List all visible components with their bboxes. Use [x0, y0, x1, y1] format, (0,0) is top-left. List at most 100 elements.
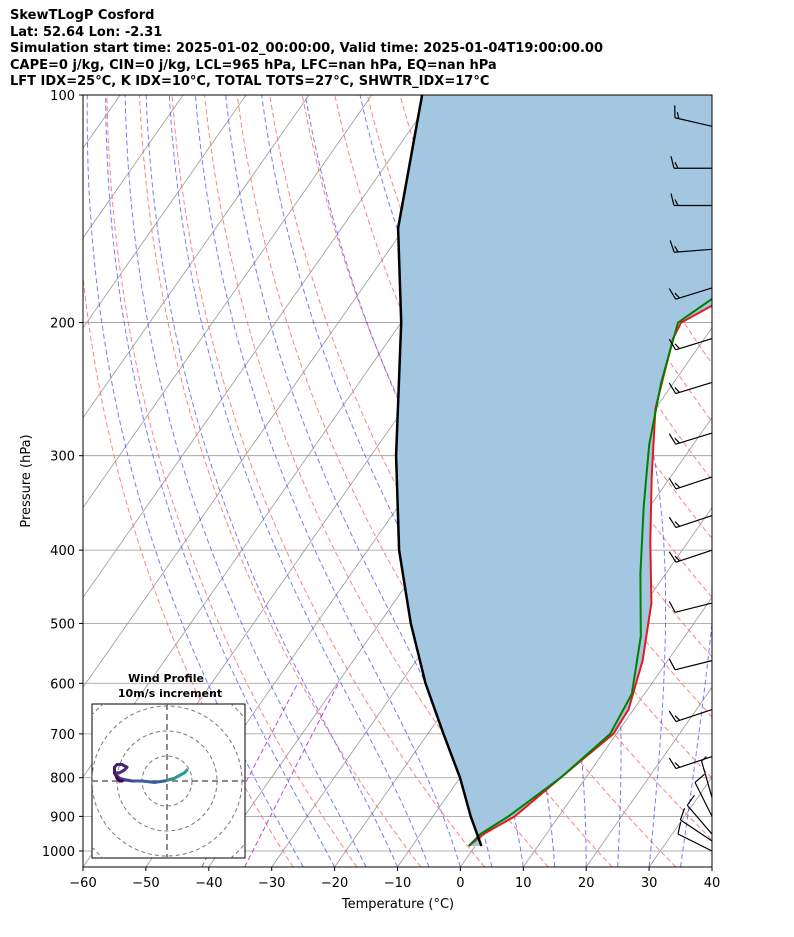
wind-barb-flag — [674, 161, 679, 169]
wind-barb-flag — [679, 808, 686, 821]
x-axis-label: Temperature (°C) — [341, 897, 454, 912]
wind-barb-shaft — [680, 819, 713, 842]
hodograph-plot — [92, 704, 245, 858]
y-tick-label: 700 — [50, 728, 75, 743]
y-tick-label: 100 — [50, 89, 75, 104]
wind-barb — [668, 432, 713, 445]
y-tick-label: 300 — [50, 450, 75, 465]
wind-barb — [668, 708, 713, 723]
chart-title: SkewTLogP Cosford — [10, 8, 155, 23]
wind-barb-flag — [674, 245, 679, 253]
isotherm-line — [711, 866, 712, 867]
wind-barb-shaft — [694, 782, 713, 817]
wind-barb-shaft — [675, 432, 713, 445]
wind-barb — [668, 514, 713, 529]
wind-barb-flag — [674, 387, 680, 393]
x-tick-label: −10 — [384, 876, 411, 891]
wind-barb — [670, 193, 712, 207]
wind-barb — [668, 476, 713, 490]
wind-barb — [668, 381, 713, 395]
wind-barb-flag — [668, 710, 677, 722]
x-tick-label: −40 — [195, 876, 222, 891]
y-axis-label: Pressure (hPa) — [19, 434, 34, 527]
isotherm-line — [83, 95, 184, 239]
index-line: LFT IDX=25°C, K IDX=10°C, TOTAL TOTS=27°… — [10, 74, 490, 89]
wind-barb-shaft — [700, 760, 713, 798]
wind-barb — [668, 338, 713, 351]
inset-subtitle: 10m/s increment — [118, 687, 222, 700]
wind-barb-flag — [694, 773, 705, 783]
dry-adiabat-line — [204, 95, 549, 867]
wind-barb — [668, 658, 713, 671]
x-tick-label: −50 — [132, 876, 159, 891]
wind-barb-shaft — [675, 476, 713, 490]
isotherm-line — [83, 95, 436, 599]
wind-barb-flag — [668, 757, 677, 769]
moist-adiabat-line — [711, 863, 712, 867]
wind-barb-flag — [668, 551, 677, 563]
inset-title: Wind Profile — [128, 672, 204, 685]
wind-barb — [668, 549, 713, 563]
wind-barb-flag — [674, 715, 681, 721]
isotherm-line — [83, 95, 310, 419]
wind-barb-flag — [670, 193, 675, 206]
moist-adiabat-line — [261, 95, 524, 867]
wind-barb-shaft — [674, 248, 713, 253]
wind-barb-flag — [668, 516, 677, 528]
wind-barb-shaft — [675, 755, 713, 770]
x-tick-label: 10 — [515, 876, 532, 891]
y-tick-label: 600 — [50, 677, 75, 692]
chart-header: SkewTLogP Cosford Lat: 52.64 Lon: -2.31 … — [10, 8, 603, 91]
wind-barb-flag — [668, 601, 676, 613]
x-tick-label: 40 — [704, 876, 721, 891]
y-tick-label: 400 — [50, 544, 75, 559]
wind-barb — [694, 773, 713, 817]
isotherm-line — [83, 95, 247, 329]
wind-barb-flag — [668, 658, 676, 671]
wind-barb-shaft — [675, 287, 713, 300]
wind-barb-flag — [686, 794, 695, 806]
wind-barb — [679, 808, 713, 842]
hodograph-segment — [140, 779, 156, 784]
y-tick-label: 200 — [50, 317, 75, 332]
dry-adiabat-line — [138, 95, 422, 867]
cape-cin-shading — [396, 95, 712, 846]
moist-adiabat-line — [86, 95, 304, 867]
wind-barb-flag — [668, 382, 677, 394]
wind-barb — [670, 156, 712, 169]
dewpoint-line — [468, 297, 712, 847]
moist-adiabat-line — [124, 95, 367, 867]
y-tick-label: 900 — [50, 810, 75, 825]
wind-barb-flag — [668, 338, 677, 351]
moist-adiabat-line — [744, 95, 794, 867]
y-tick-label: 500 — [50, 617, 75, 632]
wind-barb — [686, 794, 713, 835]
moist-adiabat-line — [145, 95, 398, 867]
isotherm-line — [585, 686, 712, 867]
wind-barb — [674, 105, 713, 127]
wind-barb-flag — [674, 199, 679, 206]
moist-adiabat-line — [168, 95, 430, 867]
wind-barb-shaft — [675, 381, 713, 395]
mixing-ratio-line — [244, 683, 339, 867]
cape-line: CAPE=0 j/kg, CIN=0 j/kg, LCL=965 hPa, LF… — [10, 57, 497, 73]
wind-barb-shaft — [677, 833, 713, 852]
wind-barb-flag — [674, 292, 680, 299]
time-line: Simulation start time: 2025-01-02_00:00:… — [10, 41, 603, 56]
wind-barb-flag — [670, 156, 675, 169]
wind-barb — [668, 601, 713, 613]
dry-adiabat-line — [171, 95, 485, 867]
wind-barb-shaft — [674, 117, 713, 127]
wind-barb-flag — [668, 478, 677, 490]
wind-barb-flag — [668, 288, 677, 300]
dry-adiabat-line — [497, 95, 712, 481]
isotherm-line — [522, 596, 712, 867]
wind-barb-shaft — [675, 514, 713, 529]
x-tick-label: 30 — [641, 876, 658, 891]
x-tick-label: −30 — [258, 876, 285, 891]
wind-barb-flag — [674, 482, 681, 489]
wind-barb-flag — [669, 240, 675, 253]
wind-barb-shaft — [675, 338, 713, 351]
wind-barb-flag — [674, 521, 681, 527]
